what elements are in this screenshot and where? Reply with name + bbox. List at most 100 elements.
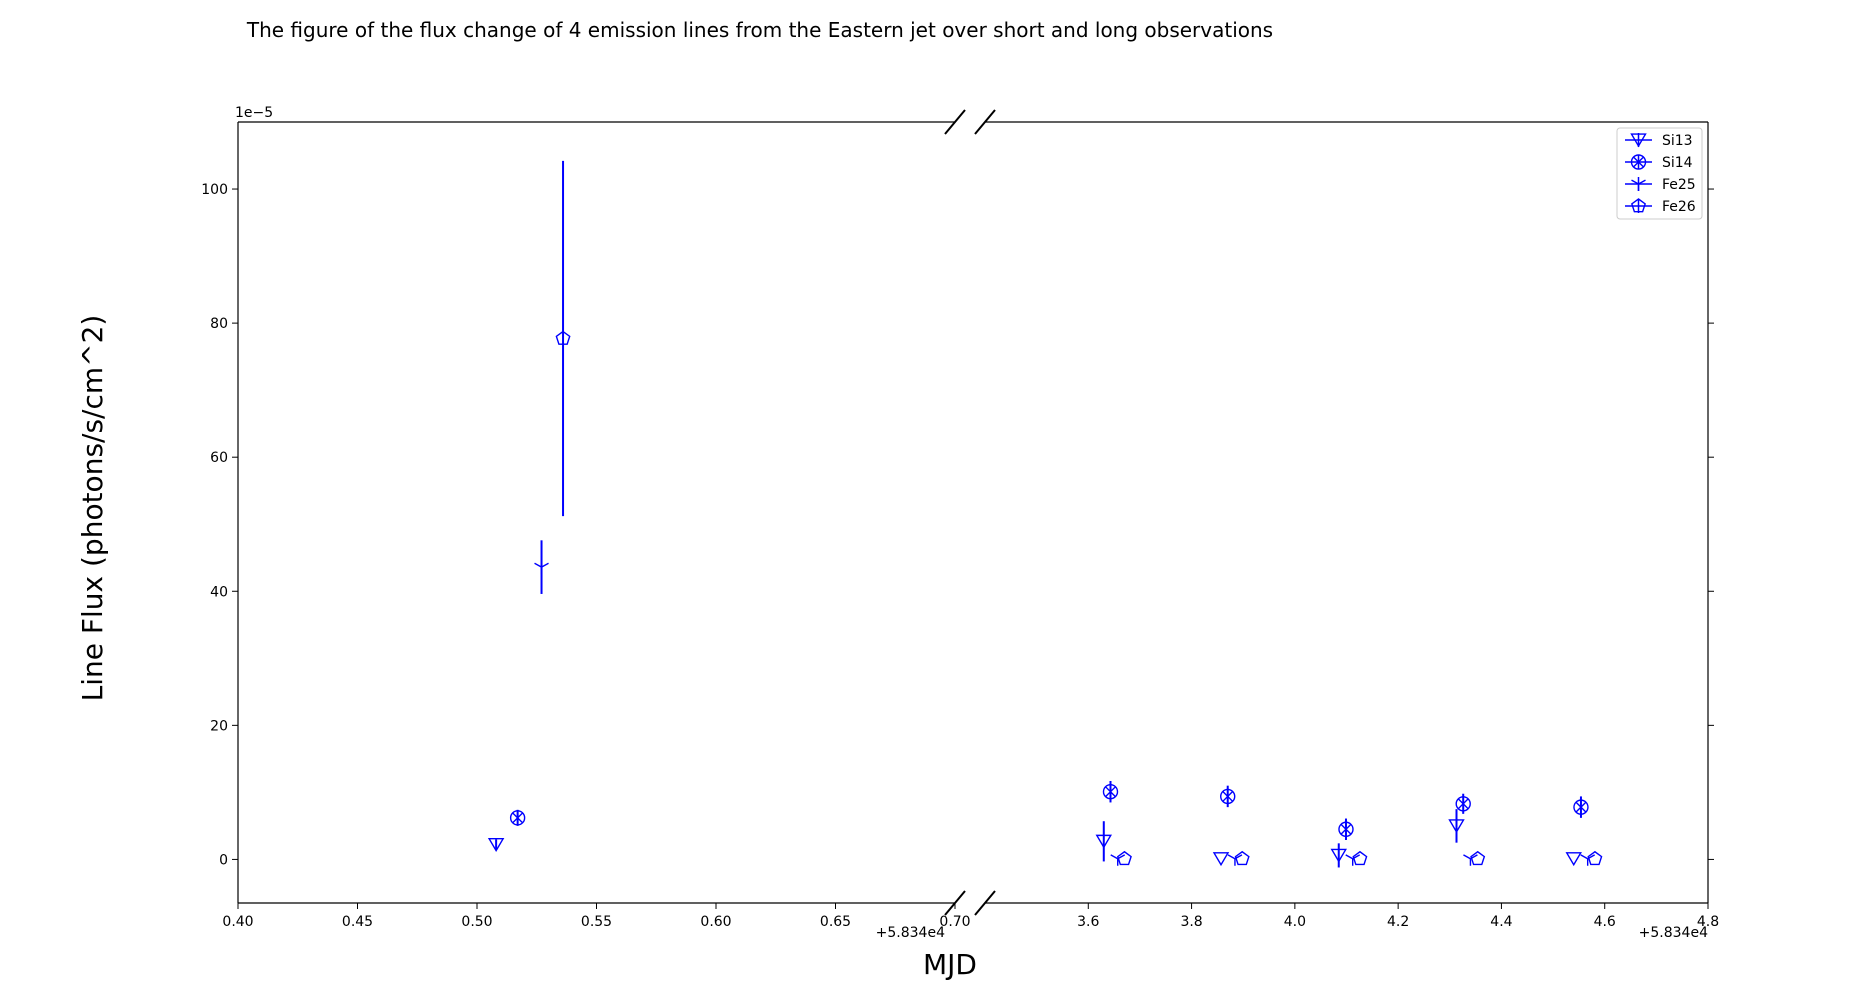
x-tick-label: 4.4 (1490, 914, 1512, 930)
legend-marker-fe26 (1631, 198, 1646, 213)
data-point-si14 (1573, 796, 1589, 818)
marker-circle (1630, 154, 1647, 170)
x-tick-label: 0.45 (342, 914, 373, 930)
axis-break-mark (944, 109, 966, 135)
data-point-si13 (1212, 852, 1230, 867)
marker-tri-arm (1580, 854, 1589, 860)
x-tick-label: 3.8 (1180, 914, 1202, 930)
marker-tri-arm (1638, 179, 1646, 185)
data-point-fe25 (534, 540, 549, 594)
marker-circle (1455, 796, 1471, 812)
marker-pentagon (1470, 850, 1486, 866)
x-tick-label: 0.70 (939, 914, 970, 930)
marker-si14 (1102, 784, 1119, 800)
y-axis-label: Line Flux (photons/s/cm^2) (76, 315, 109, 702)
x-tick-label: 0.60 (700, 914, 731, 930)
marker-tri-arm (541, 562, 549, 568)
marker-tri-arm (1463, 854, 1471, 860)
data-point-si14 (1220, 785, 1236, 808)
data-point-si14 (1338, 818, 1354, 840)
legend-marker-si13 (1630, 133, 1647, 148)
marker-pentagon (1631, 198, 1646, 213)
marker-si13 (1095, 834, 1113, 849)
marker-circle (509, 810, 526, 826)
marker-triangle-down (1212, 852, 1230, 867)
marker-cross (1457, 798, 1469, 810)
marker-si14 (1455, 796, 1471, 812)
legend-marker-si14 (1630, 154, 1647, 170)
marker-si14 (1220, 788, 1236, 805)
y-tick-label: 100 (201, 182, 228, 198)
marker-pentagon (1234, 850, 1250, 866)
marker-triangle-down (1630, 133, 1647, 148)
x-tick-label: 4.2 (1387, 914, 1409, 930)
axis-break-mark (974, 109, 996, 135)
marker-fe26 (1352, 850, 1368, 866)
x-tick-label: 4.8 (1697, 914, 1719, 930)
series-fe26 (555, 160, 1603, 866)
marker-tri-arm (534, 562, 542, 568)
x-tick-label: 4.0 (1284, 914, 1306, 930)
marker-circle (1102, 784, 1119, 800)
marker-tri-arm (1110, 854, 1119, 860)
y-tick-label: 40 (210, 584, 228, 600)
data-point-si13 (1565, 852, 1582, 867)
x-tick-label: 0.55 (581, 914, 612, 930)
data-point-fe26 (1352, 850, 1368, 866)
marker-triangle-down (1565, 852, 1582, 867)
marker-cross (1222, 791, 1234, 802)
marker-si13 (1212, 852, 1230, 867)
chart-title: The figure of the flux change of 4 emiss… (246, 18, 1273, 42)
y-scale-label: 1e−5 (235, 105, 273, 121)
data-point-si13 (487, 838, 505, 853)
axis-break-mark (974, 890, 996, 916)
y-tick-label: 20 (210, 718, 228, 734)
data-point-fe26 (1587, 850, 1603, 866)
y-tick-label: 0 (219, 852, 228, 868)
marker-fe26 (1587, 850, 1603, 866)
marker-si13 (487, 838, 505, 853)
marker-circle (1573, 799, 1589, 815)
marker-fe26 (555, 330, 571, 345)
marker-pentagon (1587, 850, 1603, 866)
legend: Si13 Si14 Fe25 Fe26 (1616, 127, 1703, 220)
series-fe25 (534, 540, 1596, 866)
marker-si13 (1330, 848, 1347, 863)
marker-cross (1633, 156, 1644, 168)
data-point-si13 (1095, 821, 1113, 862)
marker-tri-arm (1631, 179, 1639, 185)
ticks: 0 20 40 60 80 100 0.40 0.45 0.50 0.55 0.60 0.65 0.70… (201, 182, 1719, 930)
data-point-si13 (1448, 809, 1465, 843)
marker-si13 (1565, 852, 1582, 867)
legend-label-si13: Si13 (1662, 133, 1693, 149)
x-tick-label: 0.40 (222, 914, 253, 930)
data-point-si14 (509, 809, 526, 826)
legend-label-fe25: Fe25 (1662, 177, 1696, 193)
marker-cross (512, 812, 524, 824)
data-marks (487, 160, 1603, 868)
marker-fe26 (1116, 850, 1132, 866)
data-point-si14 (1102, 780, 1119, 803)
marker-cross (1340, 823, 1352, 835)
marker-circle (1338, 821, 1354, 837)
marker-tri-arm (1345, 854, 1354, 860)
marker-triangle-down (1448, 819, 1465, 834)
data-point-fe26 (555, 160, 571, 517)
marker-fe26 (1470, 850, 1486, 866)
marker-fe25 (534, 562, 549, 575)
marker-circle (1220, 788, 1236, 805)
marker-pentagon (555, 330, 571, 345)
data-point-si14 (1455, 793, 1471, 814)
legend-marker-fe25 (1631, 179, 1646, 191)
marker-si14 (1338, 821, 1354, 837)
marker-si14 (509, 810, 526, 826)
marker-triangle-down (1330, 848, 1347, 863)
y-tick-label: 80 (210, 316, 228, 332)
data-point-fe26 (1470, 850, 1486, 866)
marker-cross (1105, 786, 1116, 798)
legend-frame (1616, 127, 1703, 220)
x-tick-label: 3.6 (1077, 914, 1099, 930)
marker-pentagon (1116, 850, 1132, 866)
marker-cross (1575, 801, 1587, 813)
